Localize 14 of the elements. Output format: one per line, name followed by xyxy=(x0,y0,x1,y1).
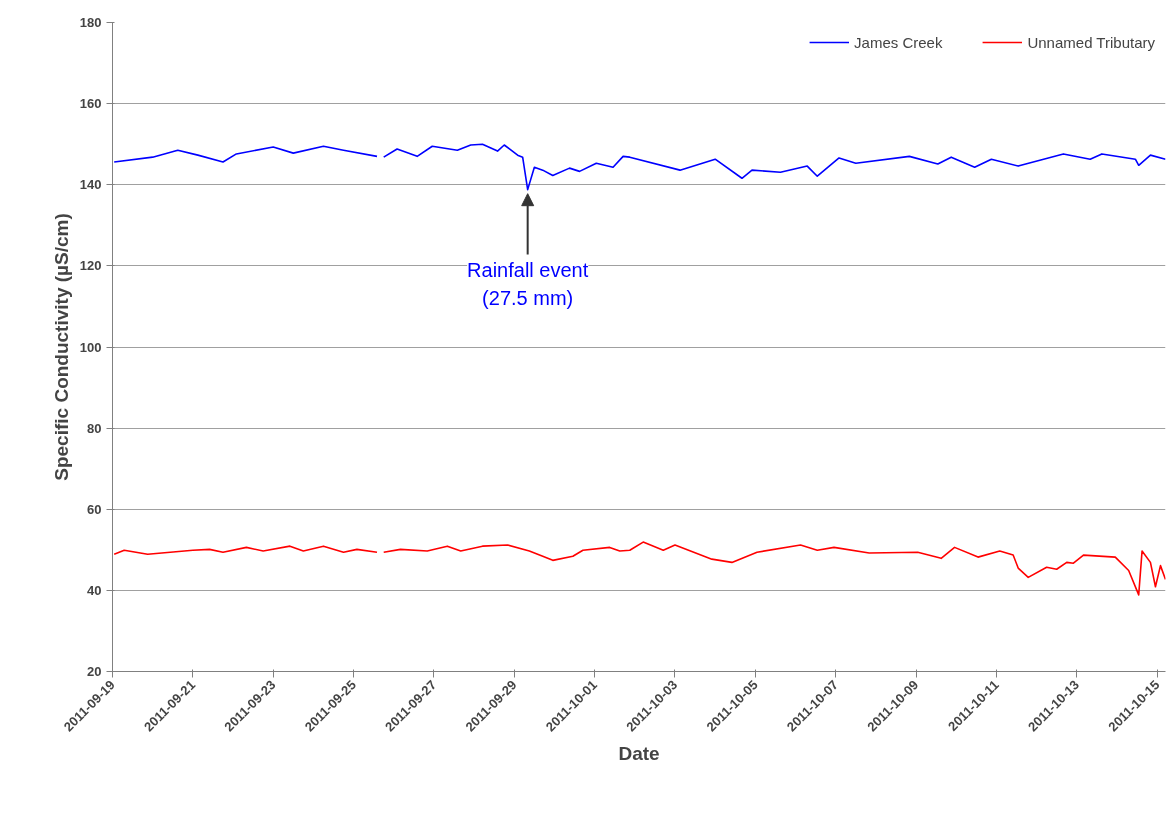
y-tick-label: 20 xyxy=(87,664,102,679)
legend-label: Unnamed Tributary xyxy=(1027,33,1155,51)
y-tick-label: 40 xyxy=(87,582,102,598)
y-tick-label: 140 xyxy=(79,177,102,193)
y-axis-title: Specific Conductivity (µS/cm) xyxy=(50,213,72,481)
y-tick-label: 80 xyxy=(87,420,102,436)
y-tick-label: 60 xyxy=(87,501,102,517)
x-axis-title: Date xyxy=(618,743,660,765)
y-tick-label: 160 xyxy=(79,96,102,112)
legend-label: James Creek xyxy=(854,33,943,51)
y-tick-label: 100 xyxy=(79,339,102,355)
y-tick-label: 180 xyxy=(79,15,102,30)
annotation: Rainfall event (27.5 mm) xyxy=(467,258,589,310)
y-tick-label: 120 xyxy=(79,258,102,274)
